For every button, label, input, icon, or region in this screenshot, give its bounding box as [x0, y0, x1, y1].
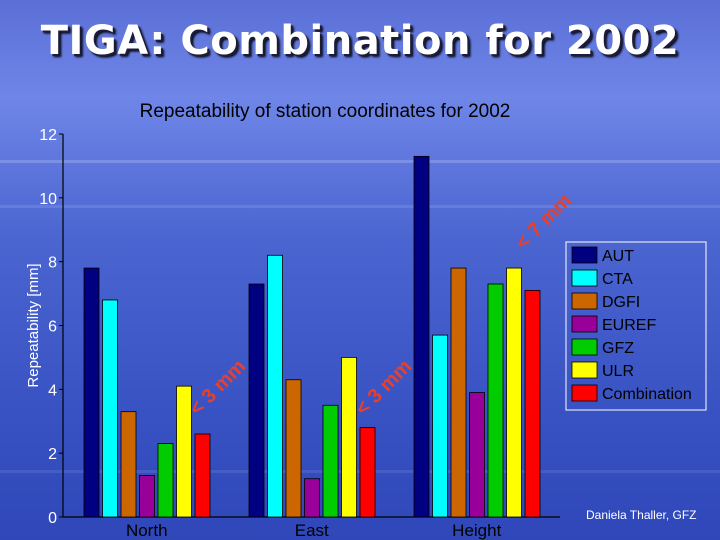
bar-aut-north — [83, 267, 100, 518]
threshold-annotation: < 3 mm — [351, 355, 416, 420]
legend-swatch-gfz — [571, 338, 598, 356]
bar-combination-height — [524, 289, 541, 518]
legend-label: AUT — [602, 248, 634, 265]
legend-label: CTA — [602, 271, 633, 288]
bar-gfz-height — [487, 283, 504, 518]
bar-dgfi-height — [450, 267, 467, 518]
y-tick-label: 6 — [48, 319, 57, 336]
y-tick-label: 4 — [48, 382, 57, 399]
bar-aut-east — [248, 283, 265, 518]
legend-label: GFZ — [602, 340, 634, 357]
y-tick-label: 2 — [48, 446, 57, 463]
legend-swatch-combination — [571, 384, 598, 402]
slide-title: TIGA: Combination for 2002 — [40, 18, 680, 64]
bar-euref-height — [469, 392, 485, 518]
y-tick-label: 10 — [39, 191, 57, 208]
legend-swatch-ulr — [571, 361, 598, 379]
bar-combination-east — [359, 427, 376, 518]
bar-dgfi-north — [120, 411, 137, 518]
bar-cta-east — [267, 254, 283, 518]
bar-ulr-height — [506, 267, 522, 518]
legend-label: Combination — [602, 386, 692, 403]
bar-euref-east — [304, 478, 320, 518]
threshold-annotation: < 3 mm — [185, 355, 250, 420]
legend-label: DGFI — [602, 294, 640, 311]
legend-swatch-dgfi — [571, 292, 598, 310]
bar-gfz-east — [322, 404, 339, 518]
bar-cta-height — [432, 334, 448, 518]
bar-aut-height — [413, 155, 430, 518]
legend-label: ULR — [602, 363, 634, 380]
y-tick-label: 12 — [39, 127, 57, 144]
legend-swatch-cta — [571, 269, 598, 287]
bar-ulr-north — [176, 385, 192, 518]
x-tick-label: Height — [452, 521, 501, 540]
background-streak — [0, 205, 720, 208]
y-axis-label: Repeatability [mm] — [25, 263, 42, 387]
bar-dgfi-east — [285, 379, 302, 518]
legend-swatch-aut — [571, 246, 598, 264]
legend-swatch-euref — [571, 315, 598, 333]
x-tick-label: North — [126, 521, 168, 540]
bar-combination-north — [194, 433, 211, 518]
bar-euref-north — [139, 475, 155, 518]
y-tick-label: 8 — [48, 255, 57, 272]
y-tick-label: 0 — [48, 510, 57, 527]
legend-box — [565, 241, 707, 411]
x-tick-label: East — [295, 521, 329, 540]
legend-label: EUREF — [602, 317, 656, 334]
author-credit: Daniela Thaller, GFZ — [586, 508, 697, 522]
bar-cta-north — [102, 299, 118, 518]
bar-gfz-north — [157, 443, 174, 518]
bar-ulr-east — [341, 357, 357, 518]
chart-title: Repeatability of station coordinates for… — [139, 101, 511, 122]
background-streak — [0, 160, 720, 163]
